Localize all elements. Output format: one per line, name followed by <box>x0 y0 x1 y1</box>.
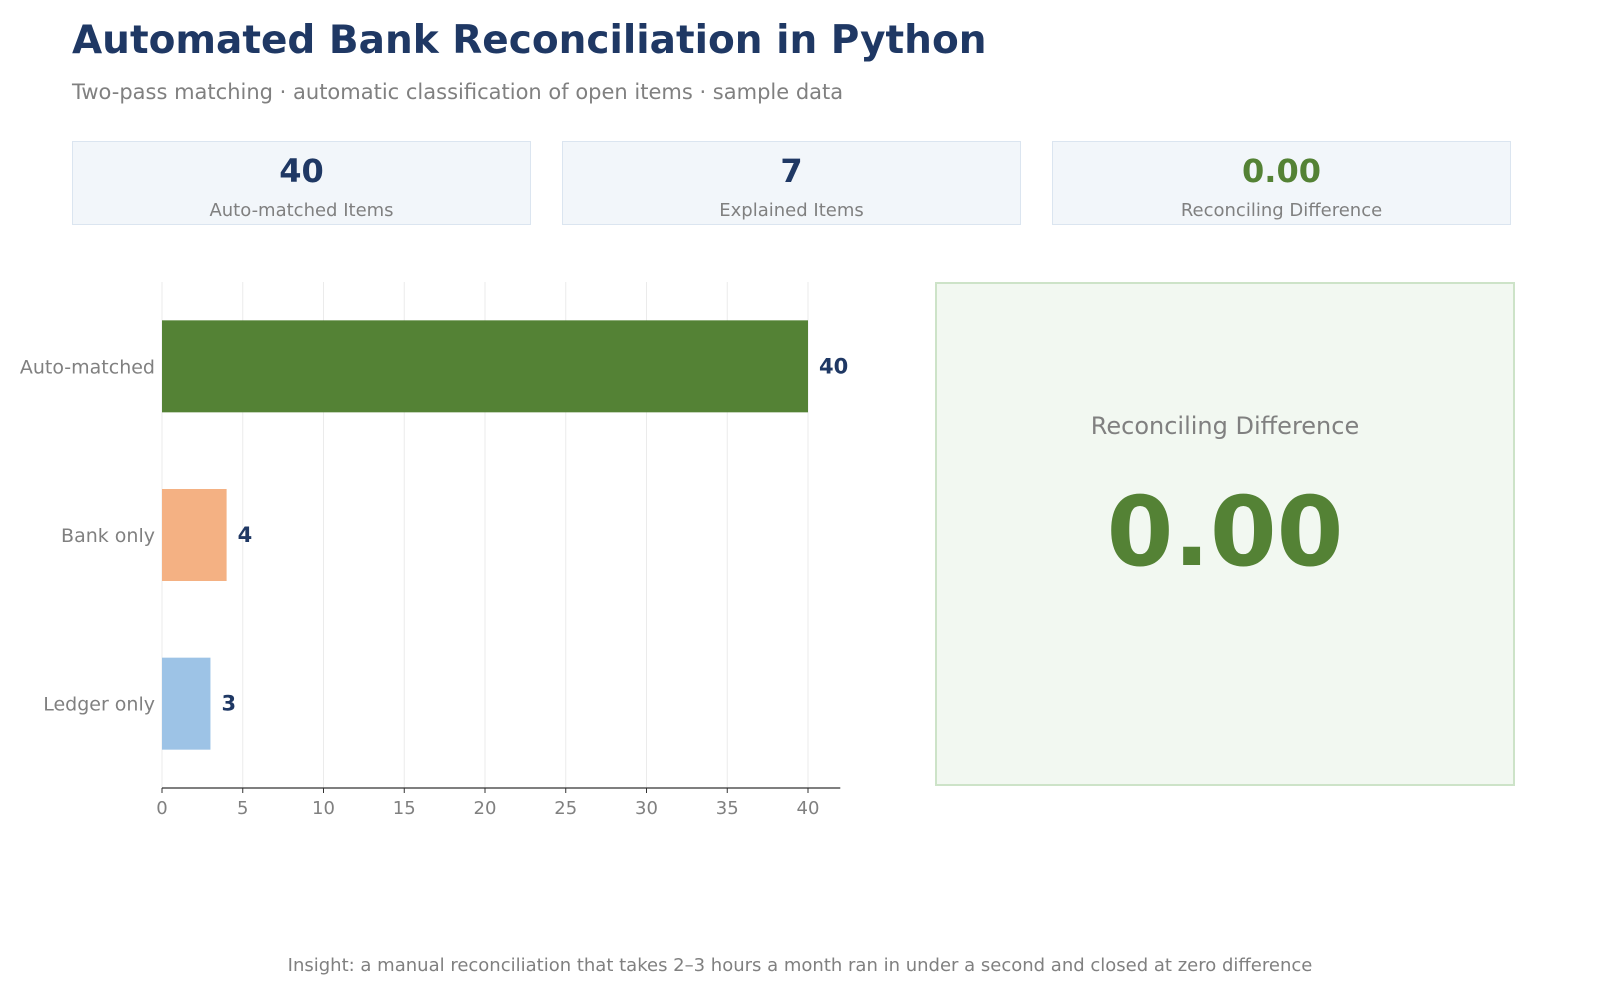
x-tick-label: 20 <box>474 798 497 819</box>
kpi-card-reconciling-difference: 0.00 Reconciling Difference <box>1052 141 1511 225</box>
bar-value-label: 40 <box>819 354 848 378</box>
x-tick-label: 25 <box>554 798 577 819</box>
category-label: Ledger only <box>43 694 155 716</box>
page-subtitle: Two-pass matching · automatic classifica… <box>72 80 844 104</box>
x-tick-label: 5 <box>237 798 248 819</box>
bar-value-label: 4 <box>238 523 253 547</box>
kpi-value: 7 <box>780 152 803 190</box>
kpi-label: Auto-matched Items <box>209 200 394 221</box>
panel-value: 0.00 <box>1106 476 1344 588</box>
bar-chart: 40 Auto-matched 4 Bank only 3 Ledger only 0 5 10… <box>20 282 848 819</box>
x-tick-label: 10 <box>312 798 335 819</box>
x-tick-label: 30 <box>635 798 658 819</box>
page-title: Automated Bank Reconciliation in Python <box>72 18 987 63</box>
panel-label: Reconciling Difference <box>1090 412 1360 440</box>
bar-value-label: 3 <box>221 692 236 716</box>
kpi-label: Reconciling Difference <box>1180 200 1383 221</box>
x-tick-label: 40 <box>797 798 820 819</box>
bar <box>162 489 227 581</box>
x-tick-label: 0 <box>156 798 167 819</box>
category-label: Bank only <box>61 525 155 547</box>
reconciling-difference-panel: Reconciling Difference 0.00 <box>935 282 1515 786</box>
bar <box>162 320 808 413</box>
kpi-label: Explained Items <box>719 200 864 221</box>
kpi-value: 0.00 <box>1242 152 1321 190</box>
bar <box>162 657 211 750</box>
kpi-card-auto-matched: 40 Auto-matched Items <box>72 141 531 225</box>
category-label: Auto-matched <box>20 356 155 378</box>
kpi-card-explained: 7 Explained Items <box>562 141 1021 225</box>
x-tick-label: 15 <box>393 798 416 819</box>
kpi-value: 40 <box>279 152 324 190</box>
x-tick-label: 35 <box>716 798 739 819</box>
insight-text: Insight: a manual reconciliation that ta… <box>287 955 1313 976</box>
